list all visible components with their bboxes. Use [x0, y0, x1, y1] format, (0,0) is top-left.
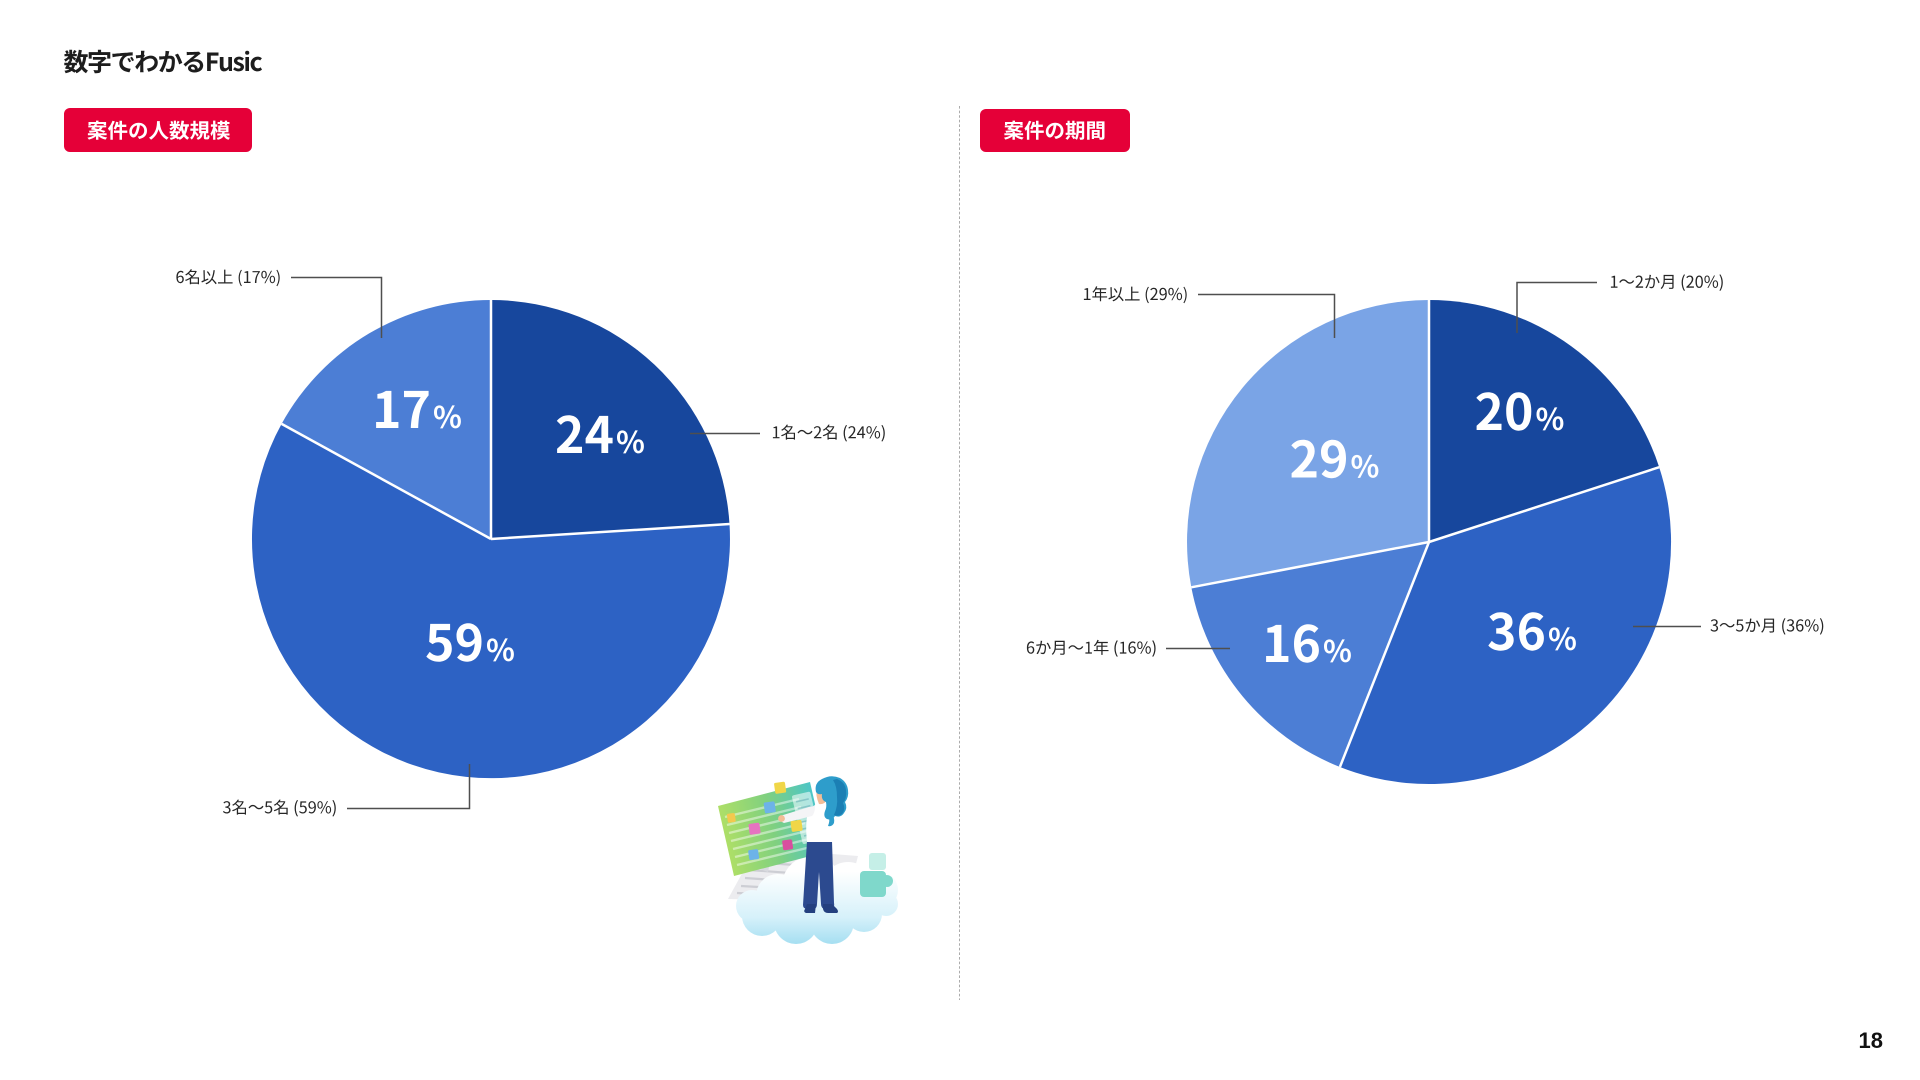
svg-text:18: 18	[1859, 1028, 1883, 1053]
